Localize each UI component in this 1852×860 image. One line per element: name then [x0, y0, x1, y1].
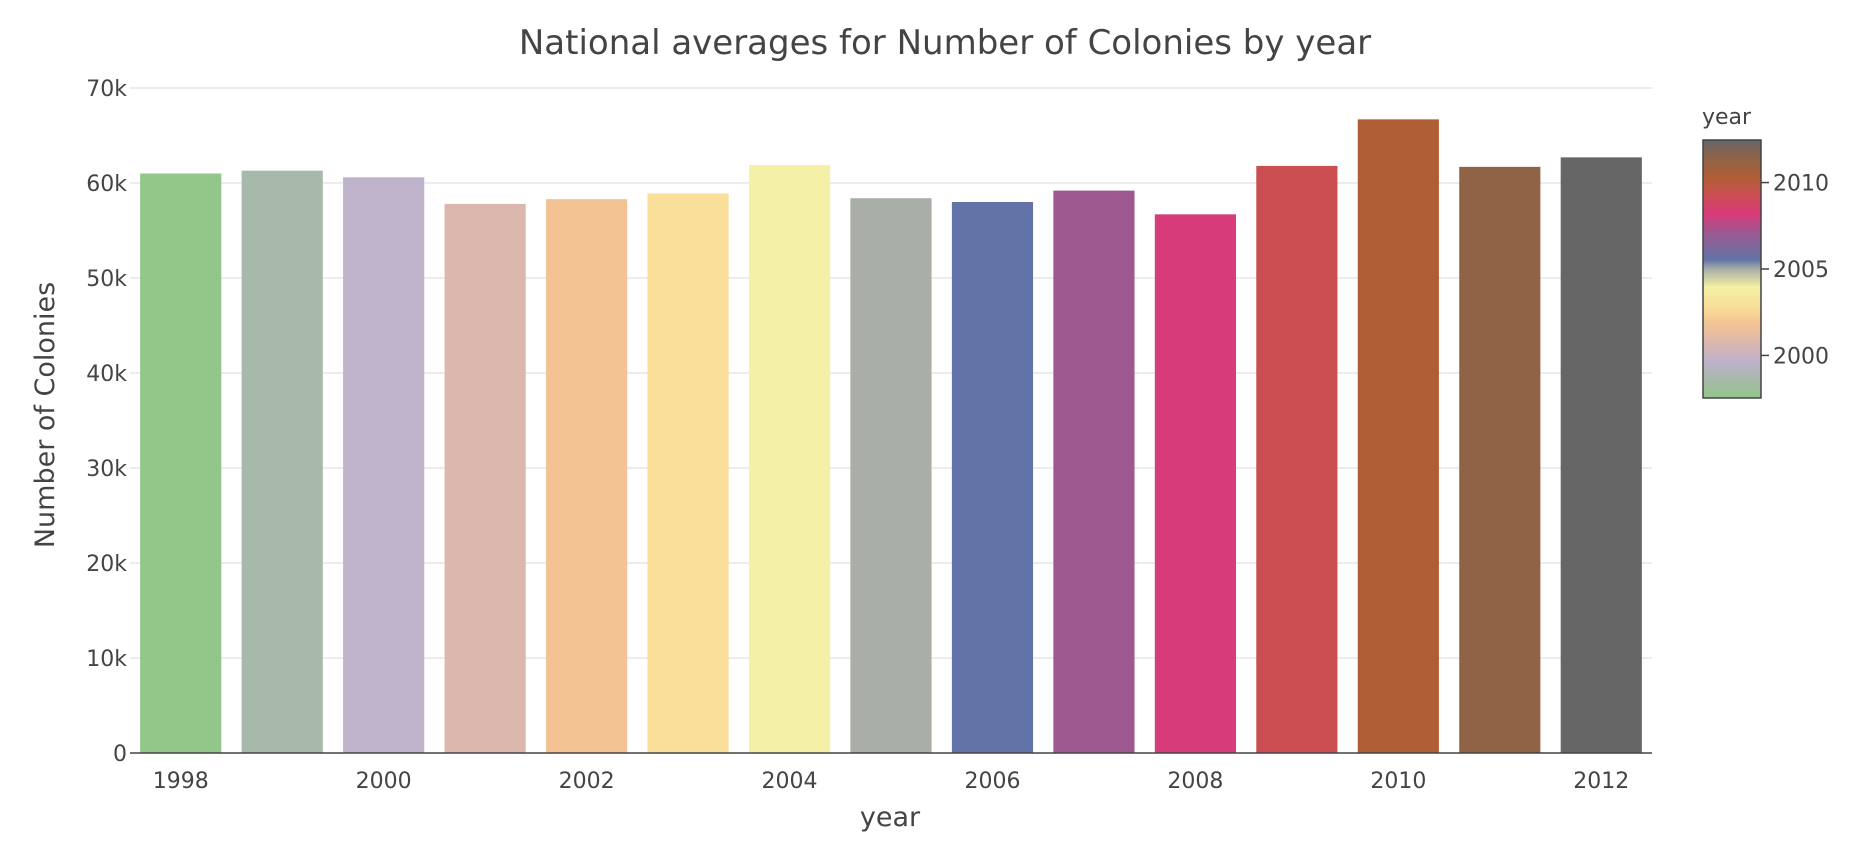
y-tick-label: 70k	[86, 77, 127, 102]
x-tick-label: 2004	[762, 769, 818, 794]
bar	[850, 198, 932, 753]
bar	[647, 193, 729, 753]
bar	[1154, 214, 1236, 754]
x-tick-label: 2012	[1573, 769, 1629, 794]
y-tick-label: 40k	[86, 362, 127, 387]
x-tick-label: 2002	[559, 769, 615, 794]
bar	[1256, 165, 1338, 753]
x-tick-label: 2006	[964, 769, 1020, 794]
x-axis-title: year	[860, 802, 921, 833]
bar	[951, 202, 1034, 753]
x-tick-label: 2010	[1370, 769, 1426, 794]
bar	[546, 199, 628, 753]
y-axis-title: Number of Colonies	[30, 282, 61, 548]
bar	[1560, 157, 1642, 754]
x-tick-label: 1998	[153, 769, 209, 794]
colorbar-title: year	[1702, 105, 1752, 130]
chart-title: National averages for Number of Colonies…	[519, 23, 1371, 63]
bar	[1053, 190, 1135, 754]
bar	[1459, 166, 1541, 754]
colorbar-tick-label: 2005	[1773, 258, 1829, 283]
colorbar-tick-label: 2000	[1773, 344, 1829, 369]
bar	[1357, 119, 1439, 754]
x-tick-label: 2008	[1167, 769, 1223, 794]
colorbar-tick-label: 2010	[1773, 172, 1829, 197]
y-tick-label: 30k	[86, 457, 127, 482]
colorbar-gradient	[1702, 139, 1762, 399]
colorbar: year 2000 2005 2010	[1702, 105, 1829, 399]
y-tick-label: 50k	[86, 267, 127, 292]
bar	[140, 173, 222, 753]
x-tick-label: 2000	[356, 769, 412, 794]
y-axis-ticks: 0 10k 20k 30k 40k 50k 60k 70k	[86, 77, 127, 767]
y-tick-label: 60k	[86, 172, 127, 197]
bar	[343, 177, 425, 754]
y-tick-label: 20k	[86, 552, 127, 577]
bar	[444, 203, 526, 753]
bar	[241, 170, 323, 753]
y-tick-label: 10k	[86, 647, 127, 672]
bar	[748, 164, 831, 753]
y-tick-label: 0	[113, 742, 127, 767]
x-axis-ticks: 1998 2000 2002 2004 2006 2008 2010 2012	[153, 769, 1630, 794]
bars	[140, 119, 1642, 754]
